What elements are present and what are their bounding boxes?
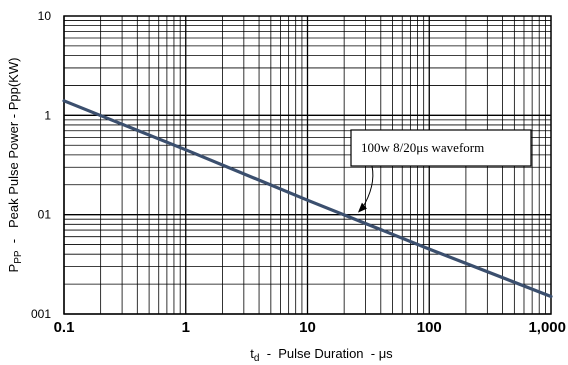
y-axis-label: PPP - Peak Pulse Power - Ppp(KW) (6, 58, 24, 273)
y-tick-labels: 001 01 1 10 (31, 9, 51, 321)
y-tick-label: 10 (38, 9, 52, 23)
x-axis-label-rest: - Pulse Duration - μs (259, 346, 393, 361)
y-axis-label-rest: - Peak Pulse Power - Ppp(KW) (6, 58, 21, 251)
x-tick-label: 1,000 (528, 319, 566, 336)
x-tick-label: 0.1 (54, 319, 75, 336)
x-axis-label-main: t (250, 346, 254, 361)
x-axis-label: td - Pulse Duration - μs (250, 346, 393, 364)
y-tick-label: 1 (44, 108, 51, 122)
y-tick-label: 001 (31, 307, 51, 321)
y-tick-label: 01 (38, 208, 52, 222)
annotation: 100w 8/20μs waveform (350, 129, 532, 213)
x-tick-label: 10 (299, 319, 316, 336)
y-axis-label-main: P (6, 264, 21, 273)
y-axis-label-sub: PP (13, 250, 24, 264)
annotation-arrowhead (357, 202, 367, 213)
plot-border (63, 15, 552, 315)
x-axis-label-sub: d (254, 353, 260, 364)
x-tick-labels: 0.1 1 10 100 1,000 (54, 319, 566, 336)
series-line (62, 99, 553, 299)
annotation-box (350, 129, 532, 167)
annotation-text: 100w 8/20μs waveform (361, 140, 484, 155)
x-tick-label: 100 (417, 319, 442, 336)
grid (63, 16, 551, 315)
x-tick-label: 1 (182, 319, 190, 336)
annotation-arrow (361, 165, 374, 209)
